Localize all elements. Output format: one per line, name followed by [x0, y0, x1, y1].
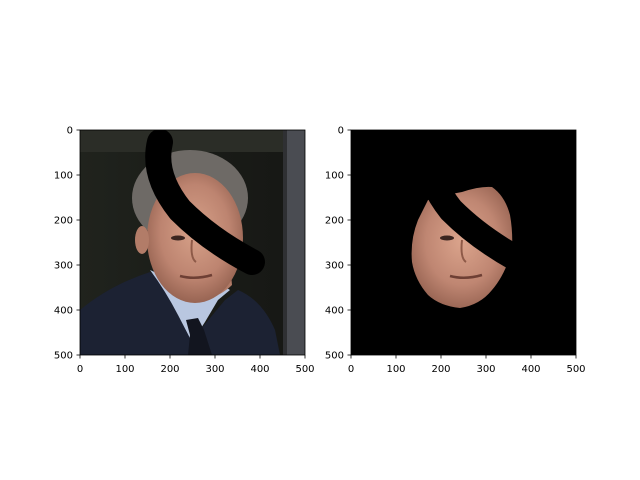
x-tick-label: 300: [205, 364, 224, 375]
axes-frame-left: [79, 129, 306, 356]
x-tick-label: 0: [348, 364, 354, 375]
x-tick-label: 500: [295, 364, 314, 375]
y-tick-label: 300: [325, 261, 344, 272]
x-tick-label: 100: [386, 364, 405, 375]
x-axis-right: 0 100 200 300 400 500: [348, 355, 586, 375]
axes-left: 0 100 200 300 400 500 0 100 200 300 400 500: [54, 126, 315, 376]
y-tick-label: 400: [325, 306, 344, 317]
x-tick-label: 100: [115, 364, 134, 375]
x-axis-left: 0 100 200 300 400 500: [77, 355, 315, 375]
axes-right: 0 100 200 300 400 500 0 100 200 300 400 500: [325, 126, 586, 376]
y-tick-label: 500: [54, 351, 73, 362]
y-axis-left: 0 100 200 300 400 500: [54, 126, 80, 362]
x-tick-label: 200: [431, 364, 450, 375]
x-tick-label: 400: [521, 364, 540, 375]
y-tick-label: 300: [54, 261, 73, 272]
x-tick-label: 0: [77, 364, 83, 375]
y-tick-label: 0: [338, 126, 344, 137]
segmented-image: [351, 130, 576, 355]
y-tick-label: 100: [325, 171, 344, 182]
y-axis-right: 0 100 200 300 400 500: [325, 126, 351, 362]
y-tick-label: 100: [54, 171, 73, 182]
photo-image: [80, 130, 305, 355]
x-tick-label: 500: [566, 364, 585, 375]
x-tick-label: 300: [476, 364, 495, 375]
axes-frame-right: [350, 129, 577, 356]
y-tick-label: 400: [54, 306, 73, 317]
x-tick-label: 400: [250, 364, 269, 375]
y-tick-label: 200: [54, 216, 73, 227]
y-tick-label: 500: [325, 351, 344, 362]
y-tick-label: 0: [67, 126, 73, 137]
y-tick-label: 200: [325, 216, 344, 227]
x-tick-label: 200: [160, 364, 179, 375]
